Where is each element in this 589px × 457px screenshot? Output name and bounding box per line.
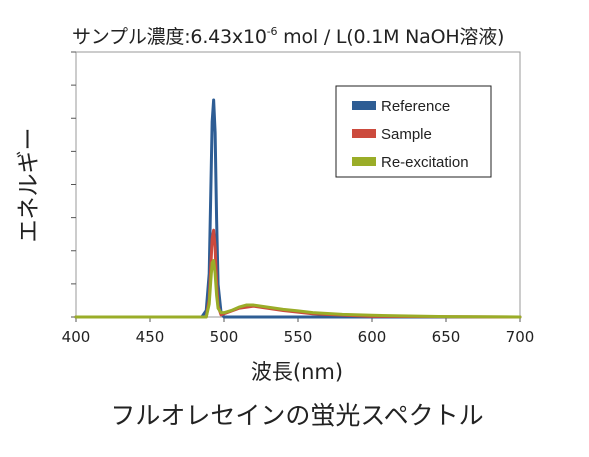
series-line-re-excitation: [74, 259, 522, 319]
x-tick-label: 700: [506, 328, 535, 346]
legend-label: Sample: [381, 126, 432, 143]
subtitle-suffix: mol / L(0.1M NaOH溶液): [277, 26, 505, 48]
series-line-sample: [74, 228, 522, 319]
legend-label: Reference: [381, 98, 450, 115]
legend-swatch: [352, 101, 376, 110]
x-axis-ticks: 400 450 500 550 600 650 700: [62, 317, 535, 346]
legend: Reference Sample Re-excitation: [335, 85, 492, 178]
x-tick-label: 650: [432, 328, 461, 346]
subtitle-prefix: サンプル濃度:6.43x10: [72, 26, 267, 48]
legend-swatch: [352, 129, 376, 138]
x-tick-label: 400: [62, 328, 91, 346]
x-tick-label: 500: [210, 328, 239, 346]
chart-subtitle: サンプル濃度:6.43x10-6 mol / L(0.1M NaOH溶液): [72, 22, 504, 49]
x-tick-label: 450: [136, 328, 165, 346]
y-axis-ticks: [71, 51, 76, 318]
x-tick-label: 550: [284, 328, 313, 346]
x-tick-label: 600: [358, 328, 387, 346]
legend-label: Re-excitation: [381, 154, 469, 171]
x-axis-label: 波長(nm): [250, 360, 344, 384]
y-axis-label: エネルギー: [16, 127, 42, 243]
chart-title: フルオレセインの蛍光スペクトル: [110, 401, 484, 430]
subtitle-exponent: -6: [266, 25, 278, 38]
series-layer: [74, 98, 522, 319]
legend-swatch: [352, 157, 376, 166]
